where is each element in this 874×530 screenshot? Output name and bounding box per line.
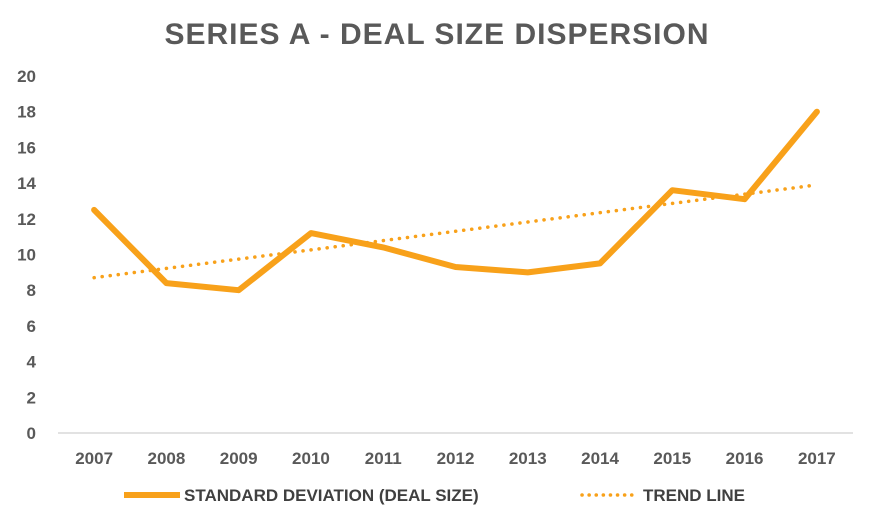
- x-tick-label: 2011: [365, 449, 402, 468]
- y-tick-label: 6: [27, 317, 36, 336]
- y-tick-label: 16: [17, 138, 36, 157]
- legend-label-std-dev: STANDARD DEVIATION (DEAL SIZE): [184, 486, 479, 505]
- y-tick-label: 18: [17, 103, 36, 122]
- legend: STANDARD DEVIATION (DEAL SIZE) TREND LINE: [124, 486, 745, 505]
- std-dev-line: [91, 108, 820, 294]
- y-tick-label: 8: [27, 281, 36, 300]
- y-tick-label: 14: [17, 174, 36, 193]
- x-tick-label: 2009: [220, 449, 258, 468]
- x-axis-ticks: 2007 2008 2009 2010 2011 2012 2013 2014 2015 2016…: [75, 449, 836, 468]
- y-tick-label: 10: [17, 246, 36, 265]
- legend-label-trend: TREND LINE: [643, 486, 745, 505]
- y-axis-ticks: 0 2 4 6 8 10 12 14 16 18 20: [17, 67, 36, 443]
- y-tick-label: 20: [17, 67, 36, 86]
- x-tick-label: 2017: [798, 449, 836, 468]
- x-tick-label: 2016: [726, 449, 764, 468]
- x-tick-label: 2013: [509, 449, 547, 468]
- x-tick-label: 2010: [292, 449, 330, 468]
- x-tick-label: 2015: [653, 449, 691, 468]
- trend-line: [92, 183, 819, 280]
- series-layer: [91, 108, 820, 294]
- x-tick-label: 2014: [581, 449, 619, 468]
- y-tick-label: 12: [17, 210, 36, 229]
- x-tick-label: 2007: [75, 449, 113, 468]
- y-tick-label: 2: [27, 388, 36, 407]
- chart-title: SERIES A - DEAL SIZE DISPERSION: [165, 18, 710, 51]
- y-tick-label: 0: [27, 424, 36, 443]
- x-tick-label: 2012: [437, 449, 475, 468]
- y-tick-label: 4: [27, 353, 37, 372]
- x-tick-label: 2008: [147, 449, 185, 468]
